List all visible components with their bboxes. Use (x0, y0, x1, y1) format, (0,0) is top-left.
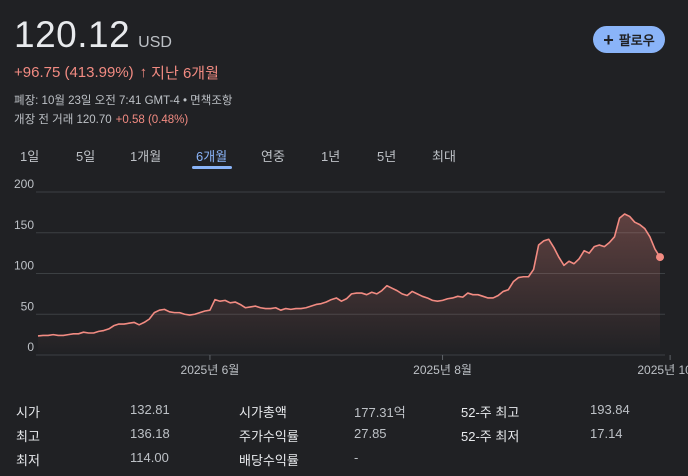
tab-5y[interactable]: 5년 (377, 149, 397, 164)
stat-52w-high-value: 193.84 (590, 402, 630, 417)
y-axis-labels: 200 150 100 50 0 (14, 178, 34, 354)
last-price-marker (656, 253, 664, 262)
stat-market-cap-label: 시가총액 (239, 405, 287, 420)
stat-market-cap-value: 177.31억 (354, 405, 406, 420)
premarket-info: 개장 전 거래 120.70 +0.58 (0.48%) (14, 111, 188, 127)
range-tabs: 1일 5일 1개월 6개월 연중 1년 5년 최대 (0, 146, 688, 170)
x-tick-label: 2025년 8월 (413, 363, 472, 377)
tab-5d[interactable]: 5일 (76, 149, 96, 164)
plus-icon: + (603, 29, 614, 50)
x-tick-label: 2025년 10월 (637, 363, 688, 377)
premarket-label: 개장 전 거래 120.70 (14, 114, 112, 126)
stat-pe-value: 27.85 (354, 426, 387, 441)
y-tick-label: 100 (14, 259, 34, 273)
stat-52w-low-value: 17.14 (590, 426, 623, 441)
tab-6m[interactable]: 6개월 (196, 149, 228, 164)
y-tick-label: 200 (14, 178, 34, 191)
stat-low-value: 114.00 (130, 450, 169, 465)
price-change: +96.75 (413.99%) ↑ 지난 6개월 (14, 62, 219, 83)
tab-1d[interactable]: 1일 (20, 149, 40, 164)
premarket-change: +0.58 (0.48%) (115, 114, 189, 126)
stat-high-value: 136.18 (130, 426, 170, 441)
current-price: 120.12 (14, 14, 131, 55)
tab-1y[interactable]: 1년 (321, 149, 341, 164)
stat-dividend-value: - (354, 450, 359, 465)
x-tick-label: 2025년 6월 (181, 363, 240, 377)
tab-1m[interactable]: 1개월 (130, 149, 162, 164)
y-tick-label: 50 (21, 299, 35, 313)
currency-label: USD (138, 34, 172, 51)
arrow-up-icon: ↑ (139, 64, 148, 81)
tab-ytd[interactable]: 연중 (261, 149, 285, 164)
change-period: 지난 6개월 (151, 65, 219, 82)
stat-dividend-label: 배당수익률 (239, 453, 299, 468)
follow-button[interactable]: + 팔로우 (593, 26, 665, 53)
stat-52w-high-label: 52-주 최고 (461, 405, 520, 420)
stat-high-label: 최고 (16, 429, 40, 444)
stat-52w-low-label: 52-주 최저 (461, 429, 520, 444)
stat-pe-label: 주가수익률 (239, 429, 299, 444)
price-area-fill (38, 214, 660, 355)
active-tab-indicator (192, 166, 232, 169)
stat-low-label: 최저 (16, 453, 40, 468)
stat-open-value: 132.81 (130, 402, 170, 417)
y-tick-label: 150 (14, 218, 34, 232)
close-time-disclaimer: 폐장: 10월 23일 오전 7:41 GMT-4 • 면책조항 (14, 95, 233, 107)
price-chart[interactable]: 200 150 100 50 0 2025년 6월 2025년 8월 2025년 10월 (0, 178, 688, 388)
y-tick-label: 0 (27, 340, 34, 354)
x-axis-labels: 2025년 6월 2025년 8월 2025년 10월 (181, 355, 688, 377)
change-value: +96.75 (413.99%) (14, 64, 134, 81)
follow-button-label: 팔로우 (618, 33, 655, 48)
price-header: 120.12 USD (14, 14, 172, 56)
stat-open-label: 시가 (16, 405, 40, 420)
tab-max[interactable]: 최대 (432, 149, 456, 164)
price-line (37, 213, 661, 337)
